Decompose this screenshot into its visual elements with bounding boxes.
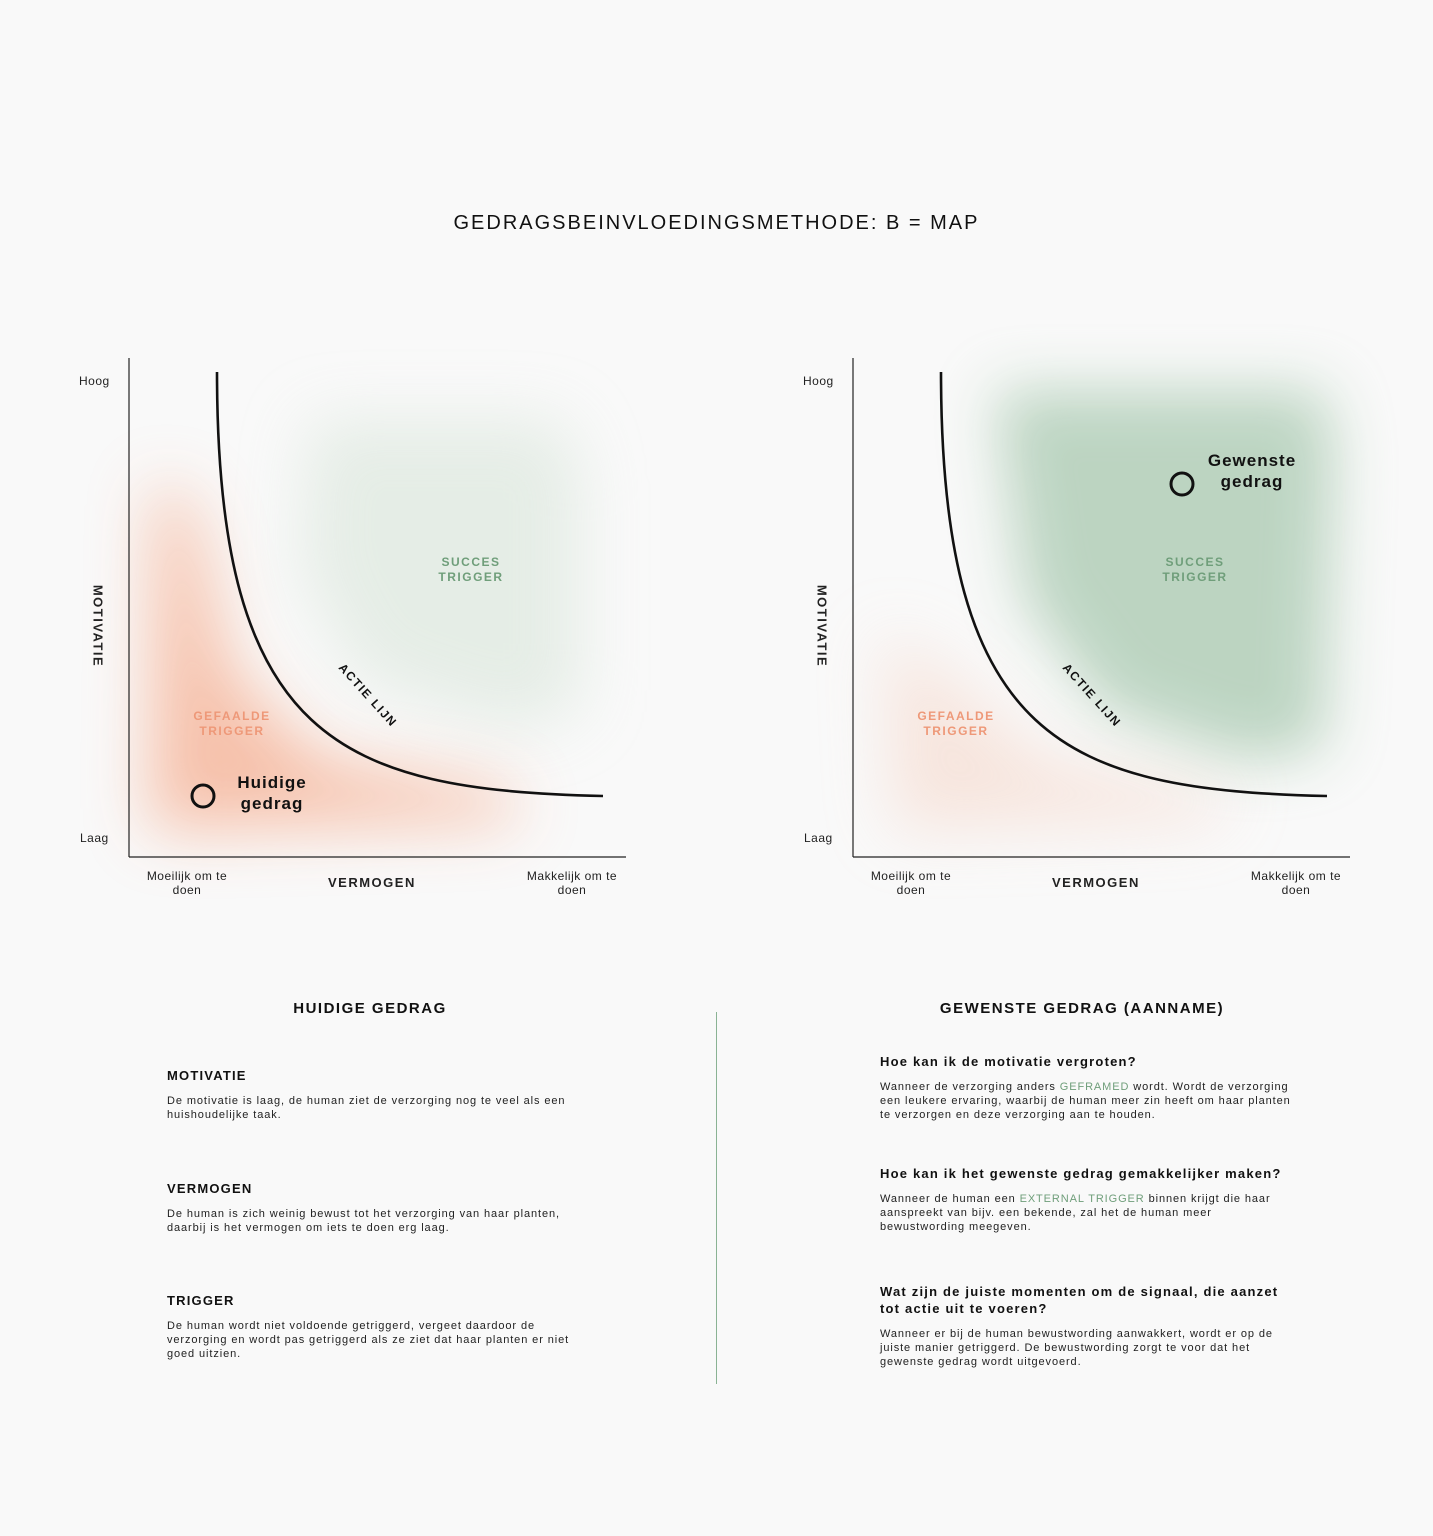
block-text: De human is zich weinig bewust tot het v… (167, 1208, 560, 1234)
block-title: TRIGGER (167, 1293, 235, 1308)
current-behavior-heading: HUIDIGE GEDRAG (293, 1000, 447, 1017)
block-title: MOTIVATIE (167, 1068, 247, 1083)
block-text: De motivatie is laag, de human ziet de v… (167, 1095, 566, 1121)
x-min-label: Moeilijk om te doen (146, 869, 228, 897)
section-divider (716, 1012, 717, 1384)
fail-zone-glow (150, 480, 520, 830)
action-line-curve (215, 371, 604, 798)
y-low-label: Laag (80, 831, 109, 845)
x-axis-title: VERMOGEN (1052, 875, 1140, 890)
block-title: Hoe kan ik de motivatie vergroten? (880, 1054, 1137, 1069)
current-behavior-label: Huidige gedrag (237, 773, 307, 813)
block-text: Wanneer de verzorging anders GEFRAMED wo… (880, 1081, 1291, 1121)
desired-behavior-label: Gewenste gedrag (1207, 451, 1297, 491)
success-zone-glow (300, 420, 580, 730)
success-zone-label: SUCCES TRIGGER (438, 555, 504, 584)
block-text: Wanneer er bij de human bewustwording aa… (880, 1328, 1273, 1368)
trigger-block: TRIGGER De human wordt niet voldoende ge… (167, 1292, 587, 1361)
x-axis-title: VERMOGEN (328, 875, 416, 890)
motivation-block: MOTIVATIE De motivatie is laag, de human… (167, 1067, 587, 1122)
desired-behavior-heading: GEWENSTE GEDRAG (AANNAME) (939, 1000, 1225, 1017)
x-max-label: Makkelijk om te doen (526, 869, 618, 897)
block-title: Wat zijn de juiste momenten om de signaa… (880, 1284, 1279, 1316)
desired-behavior-marker (1169, 471, 1195, 497)
behavior-diagram-desired: ACTIE LIJN Hoog Laag MOTIVATIE Moeilijk … (784, 350, 1364, 910)
fail-zone-label: GEFAALDE TRIGGER (917, 709, 995, 738)
success-zone-label: SUCCES TRIGGER (1162, 555, 1228, 584)
question-ability-block: Hoe kan ik het gewenste gedrag gemakkeli… (880, 1165, 1300, 1234)
block-title: VERMOGEN (167, 1181, 253, 1196)
y-axis-title: MOTIVATIE (90, 584, 106, 668)
ability-block: VERMOGEN De human is zich weinig bewust … (167, 1180, 587, 1235)
current-behavior-marker (190, 783, 216, 809)
fail-zone-label: GEFAALDE TRIGGER (193, 709, 271, 738)
y-high-label: Hoog (79, 374, 110, 388)
highlight-term: GEFRAMED (1059, 1081, 1130, 1093)
diagram-graphic: ACTIE LIJN (852, 358, 1350, 858)
highlight-term: EXTERNAL TRIGGER (1019, 1193, 1145, 1205)
fail-zone-glow (884, 630, 1234, 830)
page-title: GEDRAGSBEINVLOEDINGSMETHODE: B = MAP (453, 212, 980, 234)
x-min-label: Moeilijk om te doen (870, 869, 952, 897)
behavior-diagram-current: ACTIE LIJN Hoog Laag MOTIVATIE Moeilijk … (60, 350, 640, 910)
y-high-label: Hoog (803, 374, 834, 388)
action-line-curve (939, 371, 1328, 798)
question-trigger-block: Wat zijn de juiste momenten om de signaa… (880, 1283, 1300, 1369)
success-zone-glow (994, 390, 1334, 760)
y-axis-title: MOTIVATIE (814, 584, 830, 668)
y-low-label: Laag (804, 831, 833, 845)
question-motivation-block: Hoe kan ik de motivatie vergroten? Wanne… (880, 1053, 1300, 1122)
block-title: Hoe kan ik het gewenste gedrag gemakkeli… (880, 1166, 1282, 1181)
diagram-graphic: ACTIE LIJN (128, 358, 626, 858)
block-text: De human wordt niet voldoende getriggerd… (167, 1320, 570, 1360)
block-text: Wanneer de human een EXTERNAL TRIGGER bi… (880, 1193, 1271, 1233)
x-max-label: Makkelijk om te doen (1250, 869, 1342, 897)
